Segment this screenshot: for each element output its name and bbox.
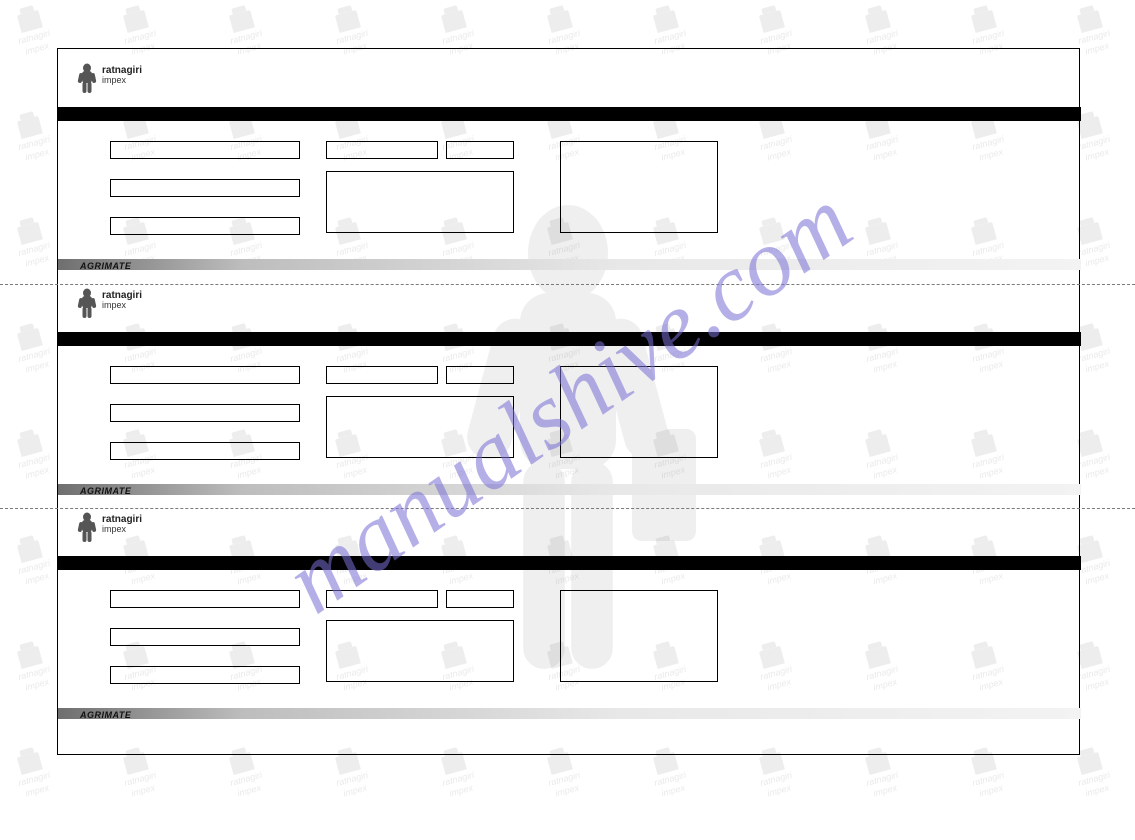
mid-top-field-a[interactable]	[326, 366, 438, 384]
form-area	[110, 590, 1051, 700]
card-header: ratnagiriimpex	[58, 512, 1081, 558]
footer-gradient-bar	[58, 259, 1081, 270]
logo-text: ratnagiriimpex	[102, 291, 142, 312]
left-field-3[interactable]	[110, 217, 300, 235]
header-black-bar	[58, 556, 1081, 570]
logo-figure-icon	[76, 288, 98, 320]
header-logo: ratnagiriimpex	[76, 63, 142, 95]
logo-sub: impex	[102, 525, 142, 534]
footer-brand: AGRIMATE	[80, 710, 131, 720]
mid-top-field-b[interactable]	[446, 141, 514, 159]
logo-figure-icon	[76, 512, 98, 544]
left-field-2[interactable]	[110, 179, 300, 197]
left-field-3[interactable]	[110, 666, 300, 684]
mid-large-field[interactable]	[326, 396, 514, 458]
right-large-field[interactable]	[560, 141, 718, 233]
mid-large-field[interactable]	[326, 620, 514, 682]
service-card: ratnagiriimpex AGRIMATE	[58, 512, 1081, 732]
footer-logo: AGRIMATE	[80, 486, 131, 495]
service-card: ratnagiriimpex AGRIMATE	[58, 63, 1081, 283]
logo-sub: impex	[102, 301, 142, 310]
left-field-1[interactable]	[110, 141, 300, 159]
mid-large-field[interactable]	[326, 171, 514, 233]
logo-text: ratnagiriimpex	[102, 66, 142, 87]
dashed-separator	[0, 284, 1135, 285]
left-field-1[interactable]	[110, 590, 300, 608]
left-field-2[interactable]	[110, 404, 300, 422]
right-large-field[interactable]	[560, 590, 718, 682]
form-area	[110, 366, 1051, 476]
logo-text: ratnagiriimpex	[102, 515, 142, 536]
logo-sub: impex	[102, 76, 142, 85]
card-header: ratnagiriimpex	[58, 63, 1081, 109]
header-black-bar	[58, 332, 1081, 346]
left-field-2[interactable]	[110, 628, 300, 646]
header-black-bar	[58, 107, 1081, 121]
header-logo: ratnagiriimpex	[76, 288, 142, 320]
card-header: ratnagiriimpex	[58, 288, 1081, 334]
mid-top-field-a[interactable]	[326, 590, 438, 608]
footer-gradient-bar	[58, 484, 1081, 495]
dashed-separator	[0, 508, 1135, 509]
page-frame: ratnagiriimpex AGRIMATE ratnagiriimpex AGR…	[57, 48, 1080, 755]
footer-brand: AGRIMATE	[80, 261, 131, 271]
right-large-field[interactable]	[560, 366, 718, 458]
header-logo: ratnagiriimpex	[76, 512, 142, 544]
footer-brand: AGRIMATE	[80, 486, 131, 496]
logo-figure-icon	[76, 63, 98, 95]
footer-logo: AGRIMATE	[80, 710, 131, 719]
mid-top-field-a[interactable]	[326, 141, 438, 159]
left-field-1[interactable]	[110, 366, 300, 384]
footer-gradient-bar	[58, 708, 1081, 719]
form-area	[110, 141, 1051, 251]
left-field-3[interactable]	[110, 442, 300, 460]
mid-top-field-b[interactable]	[446, 366, 514, 384]
mid-top-field-b[interactable]	[446, 590, 514, 608]
footer-logo: AGRIMATE	[80, 261, 131, 270]
service-card: ratnagiriimpex AGRIMATE	[58, 288, 1081, 508]
